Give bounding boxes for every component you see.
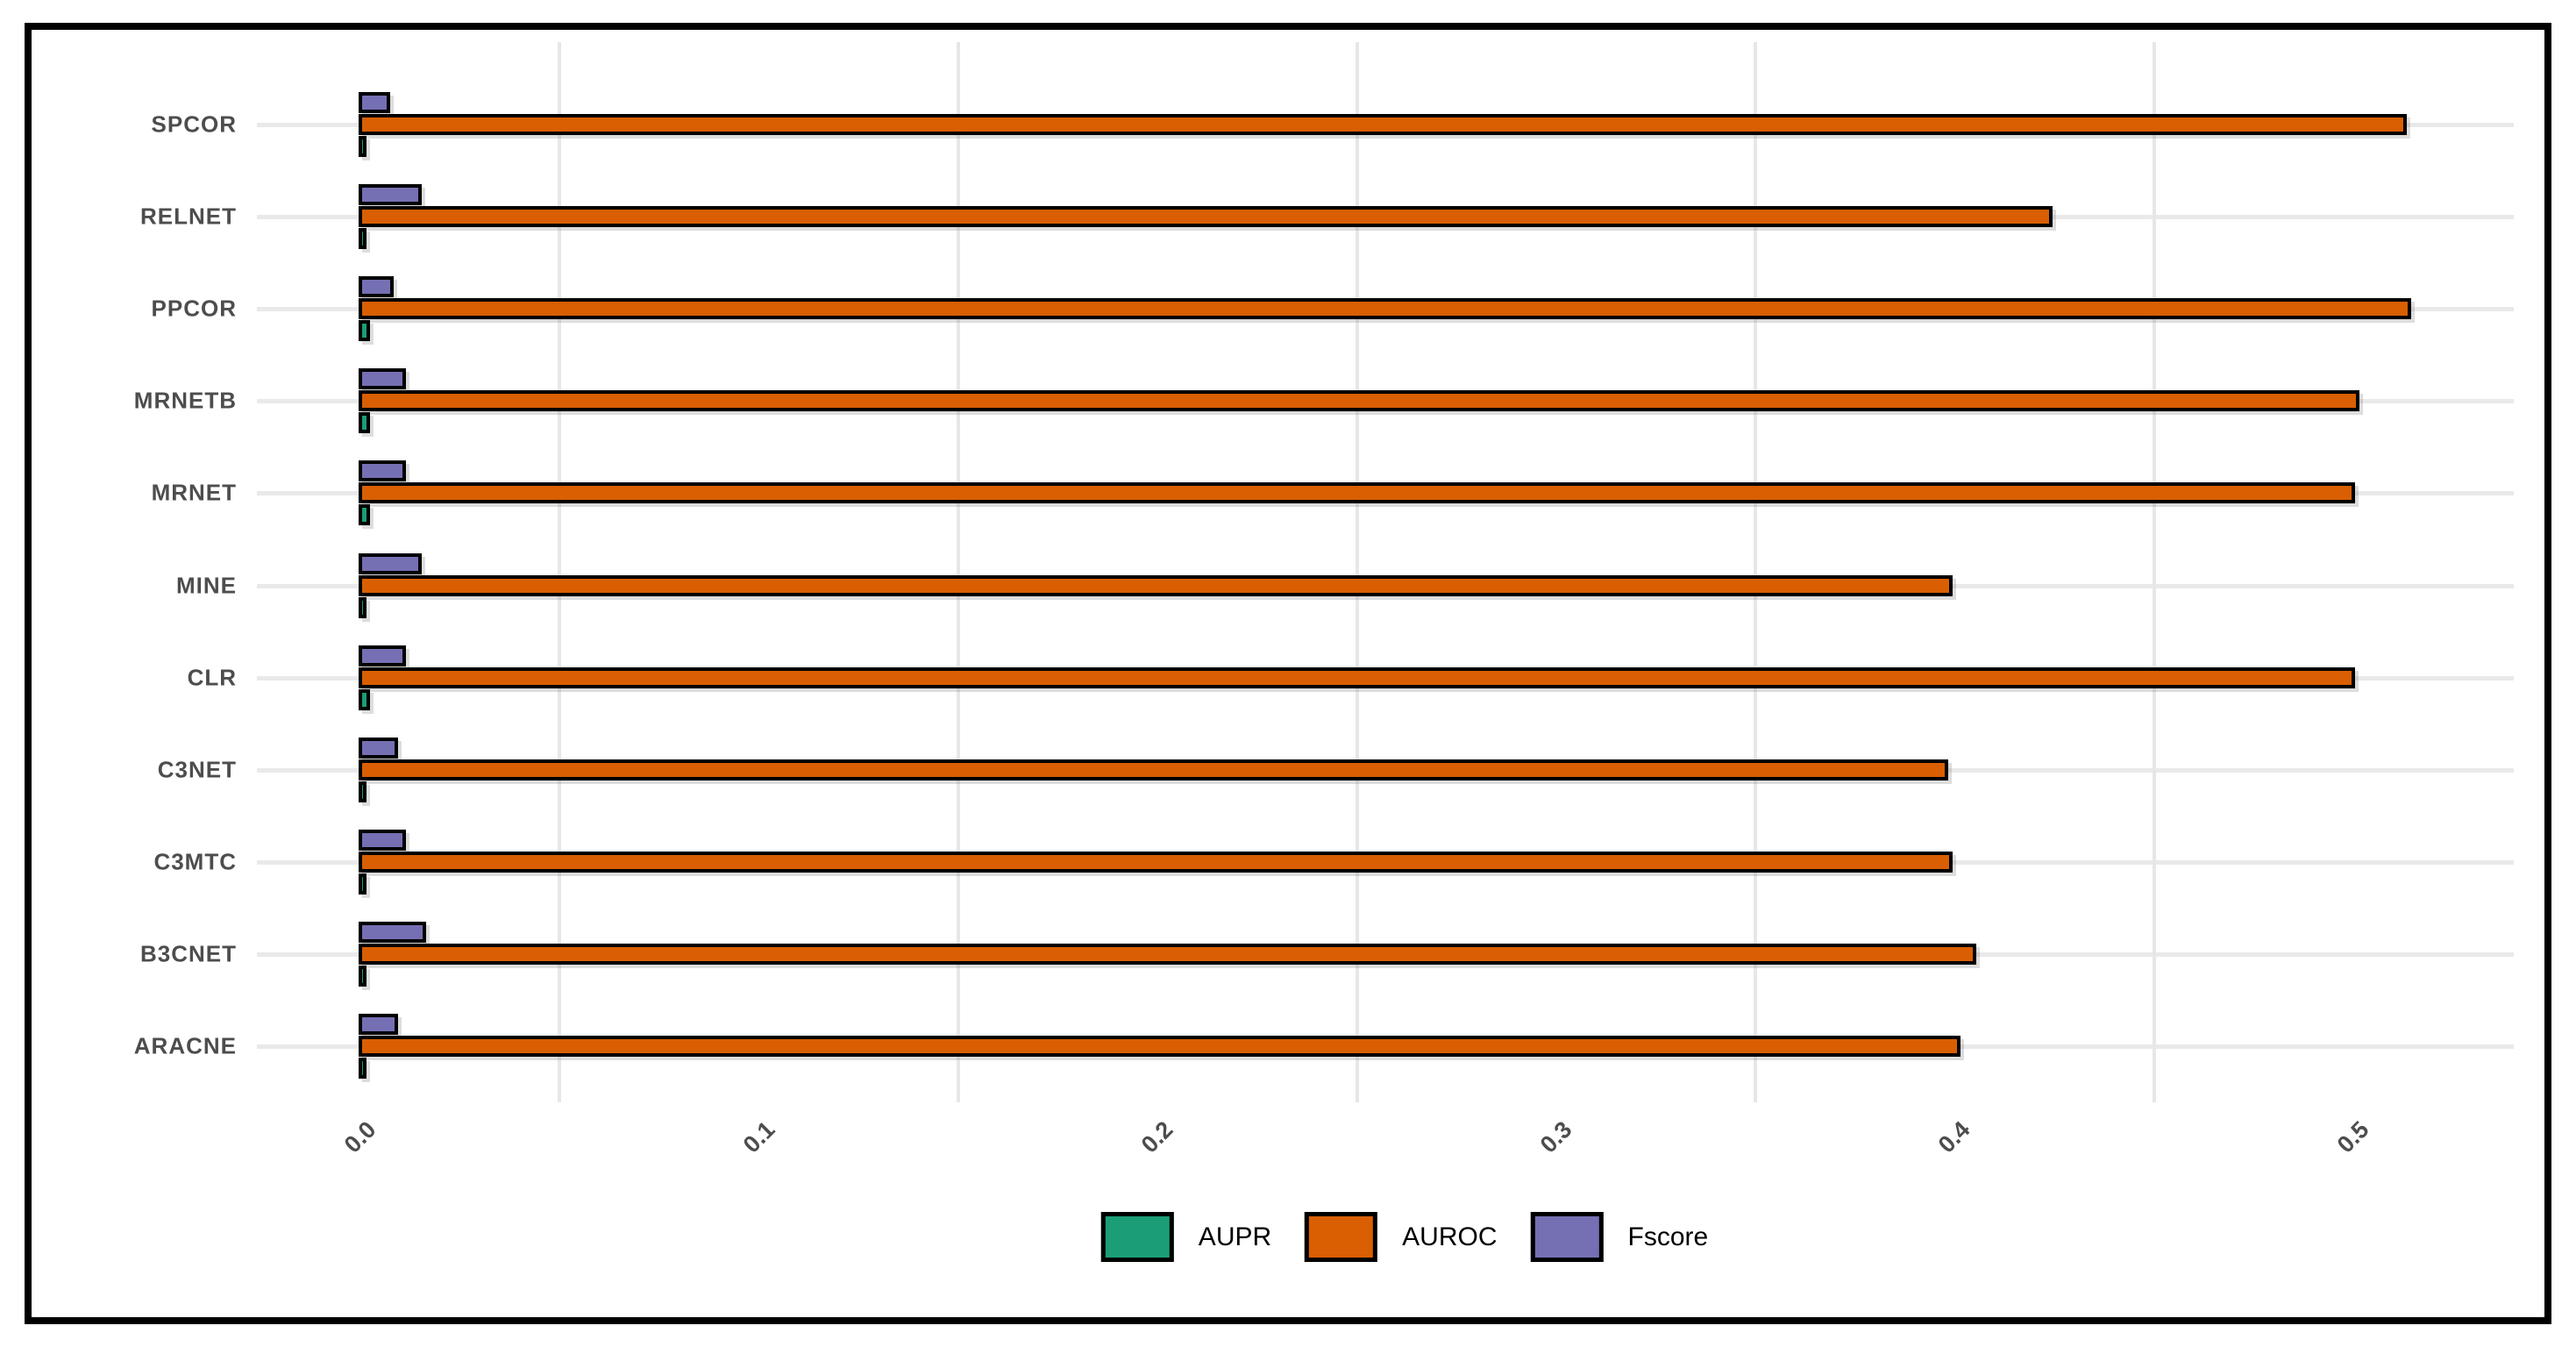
legend-swatch-fscore xyxy=(1530,1212,1604,1262)
bar-fscore-ppcor xyxy=(359,276,394,297)
bar-auroc-c3mtc xyxy=(359,852,1953,873)
y-axis-label-c3net: C3NET xyxy=(157,756,237,783)
bar-auroc-clr xyxy=(359,667,2355,688)
bar-auroc-mine xyxy=(359,575,1953,596)
bar-fscore-spcor xyxy=(359,92,390,113)
bar-auroc-aracne xyxy=(359,1036,1960,1057)
y-axis-label-mine: MINE xyxy=(176,572,237,598)
legend-swatch-auroc xyxy=(1305,1212,1378,1262)
bar-fscore-clr xyxy=(359,645,406,666)
bar-aupr-mrnet xyxy=(359,504,370,525)
gridline-vertical-minor xyxy=(956,42,960,1102)
bar-aupr-ppcor xyxy=(359,320,370,341)
y-axis-label-c3mtc: C3MTC xyxy=(153,848,237,875)
bar-aupr-spcor xyxy=(359,136,366,157)
bar-auroc-c3net xyxy=(359,759,1948,780)
bar-fscore-b3cnet xyxy=(359,922,426,943)
legend-item-fscore: Fscore xyxy=(1530,1212,1709,1262)
bar-aupr-clr xyxy=(359,689,370,710)
legend-item-aupr: AUPR xyxy=(1100,1212,1272,1262)
y-axis-label-relnet: RELNET xyxy=(140,203,237,230)
legend-label: AUPR xyxy=(1198,1222,1272,1251)
bar-auroc-b3cnet xyxy=(359,944,1976,965)
bar-aupr-aracne xyxy=(359,1058,366,1079)
gridline-vertical-minor xyxy=(2152,42,2156,1102)
bar-fscore-mrnet xyxy=(359,460,406,481)
y-axis-label-mrnetb: MRNETB xyxy=(133,387,237,414)
legend: AUPR AUROC Fscore xyxy=(1100,1212,1709,1262)
y-axis-label-b3cnet: B3CNET xyxy=(139,940,237,967)
bar-aupr-mrnetb xyxy=(359,412,370,433)
bar-fscore-mrnetb xyxy=(359,368,406,389)
y-axis-label-mrnet: MRNET xyxy=(151,479,237,506)
y-axis-label-ppcor: PPCOR xyxy=(151,295,237,322)
bar-aupr-c3mtc xyxy=(359,873,366,894)
bar-fscore-relnet xyxy=(359,184,422,205)
bar-aupr-c3net xyxy=(359,781,366,802)
bar-fscore-mine xyxy=(359,553,422,574)
bar-auroc-spcor xyxy=(359,114,2407,135)
bar-fscore-c3net xyxy=(359,738,398,759)
bar-fscore-c3mtc xyxy=(359,830,406,851)
bar-auroc-ppcor xyxy=(359,298,2411,319)
legend-item-auroc: AUROC xyxy=(1305,1212,1498,1262)
figure-border xyxy=(25,23,2551,1324)
legend-label: AUROC xyxy=(1402,1222,1498,1251)
bar-auroc-mrnetb xyxy=(359,390,2359,411)
bar-aupr-b3cnet xyxy=(359,966,366,987)
bar-aupr-mine xyxy=(359,597,366,618)
gridline-vertical-minor xyxy=(1754,42,1758,1102)
gridline-vertical-minor xyxy=(1355,42,1359,1102)
gridline-vertical-minor xyxy=(558,42,562,1102)
legend-label: Fscore xyxy=(1627,1222,1709,1251)
legend-swatch-aupr xyxy=(1100,1212,1174,1262)
y-axis-label-clr: CLR xyxy=(187,664,237,691)
bar-auroc-relnet xyxy=(359,206,2053,227)
bar-auroc-mrnet xyxy=(359,482,2355,503)
y-axis-label-spcor: SPCOR xyxy=(151,110,237,138)
bar-aupr-relnet xyxy=(359,228,366,249)
y-axis-label-aracne: ARACNE xyxy=(133,1032,237,1059)
bar-fscore-aracne xyxy=(359,1014,398,1035)
